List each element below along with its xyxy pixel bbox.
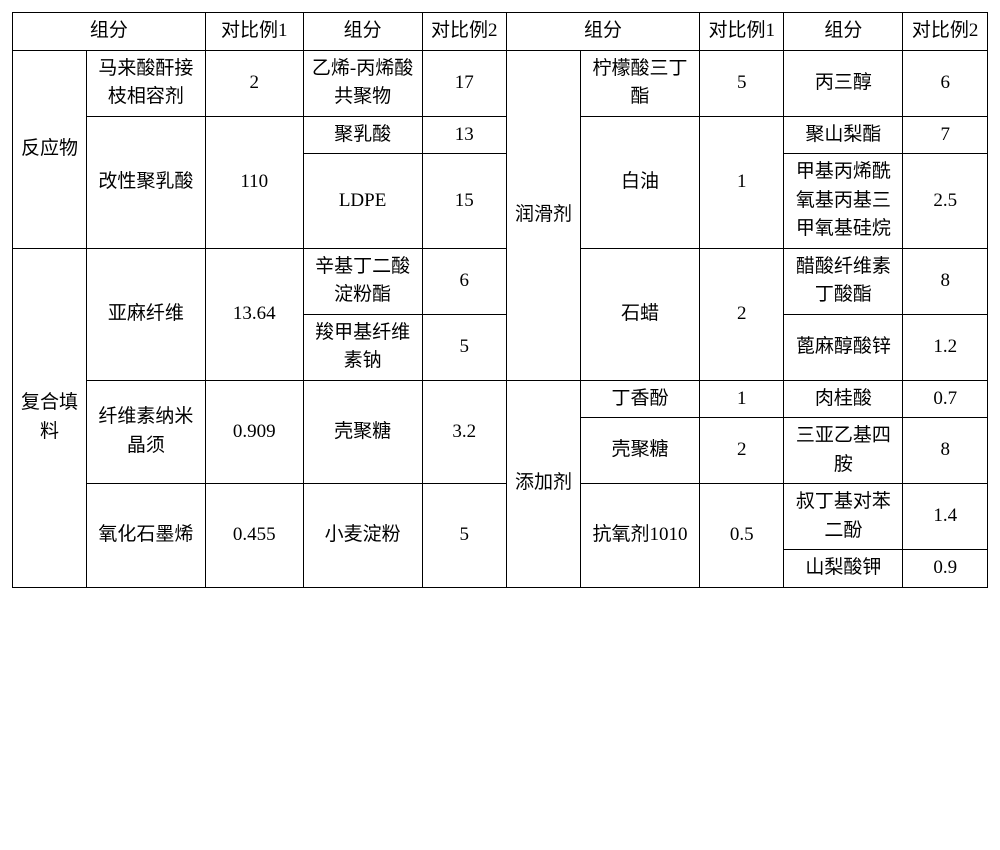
cell: 辛基丁二酸淀粉酯 xyxy=(303,248,422,314)
cell: 肉桂酸 xyxy=(784,380,903,418)
table-row: 反应物 马来酸酐接枝相容剂 2 乙烯-丙烯酸共聚物 17 润滑剂 柠檬酸三丁酯 … xyxy=(13,50,988,116)
filler-label: 复合填料 xyxy=(13,248,87,587)
cell: 17 xyxy=(422,50,507,116)
header-component-b2: 组分 xyxy=(784,13,903,51)
cell: 110 xyxy=(205,116,303,248)
header-ratio1-a: 对比例1 xyxy=(205,13,303,51)
cell: 柠檬酸三丁酯 xyxy=(581,50,700,116)
cell: 8 xyxy=(903,248,988,314)
cell: 6 xyxy=(903,50,988,116)
cell: 石蜡 xyxy=(581,248,700,380)
cell: LDPE xyxy=(303,154,422,249)
cell: 2 xyxy=(699,418,784,484)
header-row: 组分 对比例1 组分 对比例2 组分 对比例1 组分 对比例2 xyxy=(13,13,988,51)
cell: 5 xyxy=(699,50,784,116)
cell: 叔丁基对苯二酚 xyxy=(784,484,903,550)
cell: 壳聚糖 xyxy=(581,418,700,484)
cell: 山梨酸钾 xyxy=(784,550,903,588)
header-ratio2-b: 对比例2 xyxy=(903,13,988,51)
cell: 3.2 xyxy=(422,380,507,484)
cell: 醋酸纤维素丁酸酯 xyxy=(784,248,903,314)
cell: 8 xyxy=(903,418,988,484)
header-component-b: 组分 xyxy=(507,13,700,51)
lubricant-label: 润滑剂 xyxy=(507,50,581,380)
cell: 13 xyxy=(422,116,507,154)
cell: 13.64 xyxy=(205,248,303,380)
header-component-a: 组分 xyxy=(13,13,206,51)
cell: 0.9 xyxy=(903,550,988,588)
reactants-label: 反应物 xyxy=(13,50,87,248)
cell: 2.5 xyxy=(903,154,988,249)
cell: 聚乳酸 xyxy=(303,116,422,154)
cell: 抗氧剂1010 xyxy=(581,484,700,588)
table-row: 氧化石墨烯 0.455 小麦淀粉 5 抗氧剂1010 0.5 叔丁基对苯二酚 1… xyxy=(13,484,988,550)
header-ratio2-a: 对比例2 xyxy=(422,13,507,51)
cell: 1 xyxy=(699,116,784,248)
cell: 丁香酚 xyxy=(581,380,700,418)
cell: 三亚乙基四胺 xyxy=(784,418,903,484)
cell: 1.2 xyxy=(903,314,988,380)
table-row: 纤维素纳米晶须 0.909 壳聚糖 3.2 添加剂 丁香酚 1 肉桂酸 0.7 xyxy=(13,380,988,418)
cell: 纤维素纳米晶须 xyxy=(86,380,205,484)
cell: 羧甲基纤维素钠 xyxy=(303,314,422,380)
cell: 5 xyxy=(422,484,507,588)
cell: 0.5 xyxy=(699,484,784,588)
cell: 5 xyxy=(422,314,507,380)
cell: 小麦淀粉 xyxy=(303,484,422,588)
cell: 聚山梨酯 xyxy=(784,116,903,154)
cell: 2 xyxy=(205,50,303,116)
cell: 6 xyxy=(422,248,507,314)
cell: 丙三醇 xyxy=(784,50,903,116)
cell: 7 xyxy=(903,116,988,154)
cell: 1.4 xyxy=(903,484,988,550)
cell: 蓖麻醇酸锌 xyxy=(784,314,903,380)
cell: 甲基丙烯酰氧基丙基三甲氧基硅烷 xyxy=(784,154,903,249)
table-row: 复合填料 亚麻纤维 13.64 辛基丁二酸淀粉酯 6 石蜡 2 醋酸纤维素丁酸酯… xyxy=(13,248,988,314)
cell: 2 xyxy=(699,248,784,380)
cell: 15 xyxy=(422,154,507,249)
header-ratio1-b: 对比例1 xyxy=(699,13,784,51)
cell: 氧化石墨烯 xyxy=(86,484,205,588)
cell: 马来酸酐接枝相容剂 xyxy=(86,50,205,116)
cell: 0.909 xyxy=(205,380,303,484)
cell: 亚麻纤维 xyxy=(86,248,205,380)
cell: 0.7 xyxy=(903,380,988,418)
composition-table: 组分 对比例1 组分 对比例2 组分 对比例1 组分 对比例2 反应物 马来酸酐… xyxy=(12,12,988,588)
header-component-a2: 组分 xyxy=(303,13,422,51)
cell: 乙烯-丙烯酸共聚物 xyxy=(303,50,422,116)
additive-label: 添加剂 xyxy=(507,380,581,587)
cell: 改性聚乳酸 xyxy=(86,116,205,248)
table-row: 改性聚乳酸 110 聚乳酸 13 白油 1 聚山梨酯 7 xyxy=(13,116,988,154)
cell: 白油 xyxy=(581,116,700,248)
cell: 0.455 xyxy=(205,484,303,588)
cell: 1 xyxy=(699,380,784,418)
cell: 壳聚糖 xyxy=(303,380,422,484)
